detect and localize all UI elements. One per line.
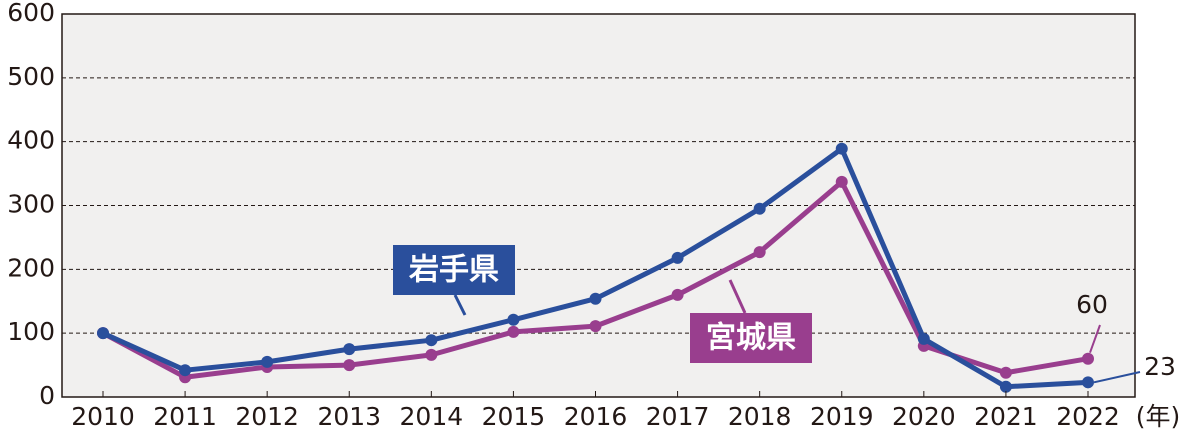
x-tick-label: 2021 <box>974 402 1038 431</box>
x-axis-label: (年) <box>1136 402 1181 431</box>
y-tick-label: 100 <box>7 317 55 346</box>
point <box>589 320 602 333</box>
x-tick-label: 2022 <box>1056 402 1120 431</box>
x-tick-label: 2017 <box>646 402 710 431</box>
point <box>261 355 274 368</box>
point <box>97 327 109 340</box>
callout-line <box>453 294 467 316</box>
y-tick-label: 600 <box>7 0 55 27</box>
point <box>753 246 766 259</box>
legend-label: 宮城県 <box>706 321 796 356</box>
x-tick-label: 2014 <box>400 402 464 431</box>
point <box>753 202 766 215</box>
point <box>917 332 930 345</box>
callout-line <box>728 279 747 314</box>
label-leader <box>1089 324 1101 354</box>
point <box>671 288 684 301</box>
point <box>1082 376 1094 389</box>
point <box>999 366 1012 379</box>
x-tick-label: 2011 <box>153 402 217 431</box>
x-tick-label: 2012 <box>235 402 299 431</box>
point <box>179 364 192 377</box>
data-label: 60 <box>1076 290 1108 319</box>
x-tick-label: 2016 <box>564 402 628 431</box>
x-tick-label: 2010 <box>71 402 135 431</box>
y-tick-label: 0 <box>39 381 55 410</box>
legend-label: 岩手県 <box>409 253 499 288</box>
point <box>343 343 356 356</box>
point <box>835 142 848 155</box>
point <box>835 175 848 188</box>
point <box>671 251 684 264</box>
y-tick-label: 200 <box>7 253 55 282</box>
point <box>999 380 1012 393</box>
y-tick-label: 500 <box>7 62 55 91</box>
label-leader <box>1093 371 1141 384</box>
x-tick-label: 2018 <box>728 402 792 431</box>
x-tick-label: 2013 <box>317 402 381 431</box>
point <box>1082 352 1094 365</box>
data-label: 23 <box>1144 352 1176 381</box>
x-tick-label: 2019 <box>810 402 874 431</box>
point <box>425 348 438 361</box>
legend-box <box>393 245 515 295</box>
y-tick-label: 300 <box>7 190 55 219</box>
x-tick-label: 2020 <box>892 402 956 431</box>
point <box>589 292 602 305</box>
point <box>507 313 520 326</box>
point <box>343 359 356 372</box>
plot-border <box>61 13 1136 398</box>
y-tick-label: 400 <box>7 126 55 155</box>
point <box>425 334 438 347</box>
x-tick-label: 2015 <box>482 402 546 431</box>
point <box>507 325 520 338</box>
legend-box <box>690 313 812 363</box>
